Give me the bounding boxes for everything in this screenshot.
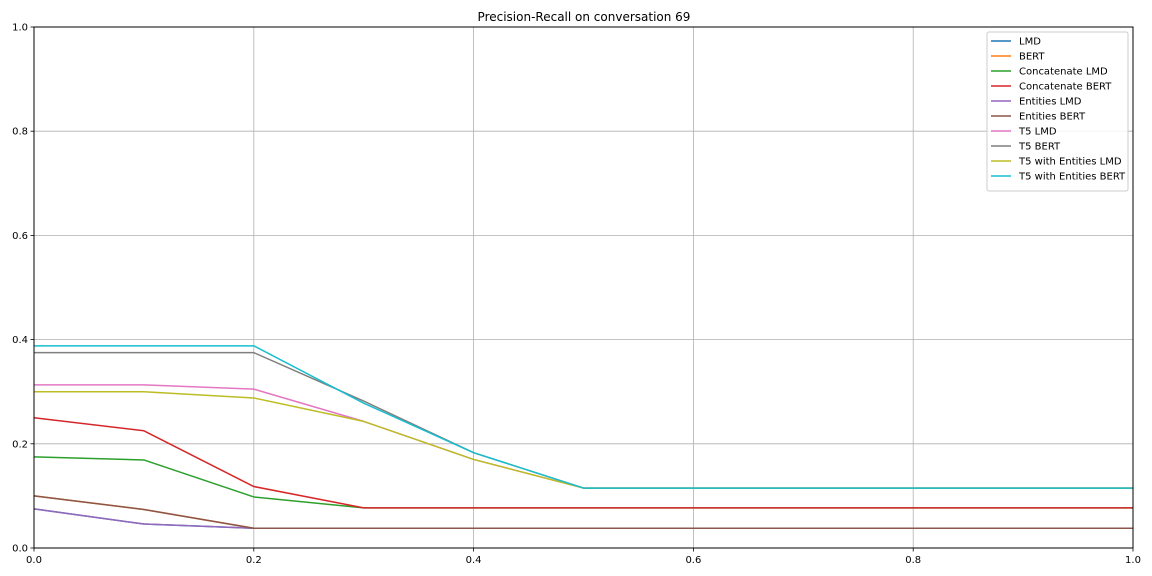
legend-label: Concatenate BERT	[1019, 82, 1112, 93]
legend: LMD BERT Concatenate LMD Concatenate BERT En…	[986, 31, 1129, 192]
y-tick-label: 0.0	[12, 544, 28, 555]
chart-title: Precision-Recall on conversation 69	[478, 10, 691, 24]
legend-box	[986, 31, 1129, 192]
series-line-concatenate-bert	[33, 417, 1133, 509]
series-line-concatenate-lmd	[33, 456, 1133, 509]
x-tick-label: 0.8	[905, 555, 921, 566]
series-line-t5-with-entities-bert	[34, 345, 1133, 489]
legend-label: T5 with Entities BERT	[1018, 172, 1126, 183]
x-axis-ticks: 0.0 0.2 0.4 0.6 0.8 1.0	[26, 548, 1141, 566]
legend-label: T5 LMD	[1018, 127, 1057, 138]
grid-lines	[33, 26, 1134, 549]
x-tick-label: 0.0	[26, 555, 42, 566]
legend-label: LMD	[1019, 37, 1041, 48]
series-line-bert	[33, 495, 1133, 529]
y-axis-ticks: 0.0 0.2 0.4 0.6 0.8 1.0	[12, 23, 34, 555]
legend-label: T5 with Entities LMD	[1018, 157, 1122, 168]
series-lines	[33, 345, 1133, 529]
series-line-t5-with-entities-lmd	[34, 390, 1133, 489]
legend-label: Concatenate LMD	[1019, 67, 1108, 78]
legend-label: Entities LMD	[1019, 97, 1082, 108]
x-tick-label: 0.4	[466, 555, 482, 566]
y-tick-label: 0.4	[12, 335, 28, 346]
legend-label: BERT	[1019, 52, 1045, 63]
y-tick-label: 1.0	[12, 23, 28, 34]
series-line-entities-bert	[33, 495, 1133, 529]
legend-label: Entities BERT	[1019, 112, 1086, 123]
x-tick-label: 0.2	[246, 555, 262, 566]
y-tick-label: 0.2	[12, 439, 28, 450]
x-tick-label: 1.0	[1125, 555, 1141, 566]
y-tick-label: 0.8	[12, 127, 28, 138]
plot-frame	[33, 26, 1134, 549]
y-tick-label: 0.6	[12, 231, 28, 242]
series-line-t5-bert	[34, 351, 1133, 489]
series-line-t5-lmd	[34, 384, 1133, 489]
legend-label: T5 BERT	[1018, 142, 1061, 153]
x-tick-label: 0.6	[685, 555, 701, 566]
